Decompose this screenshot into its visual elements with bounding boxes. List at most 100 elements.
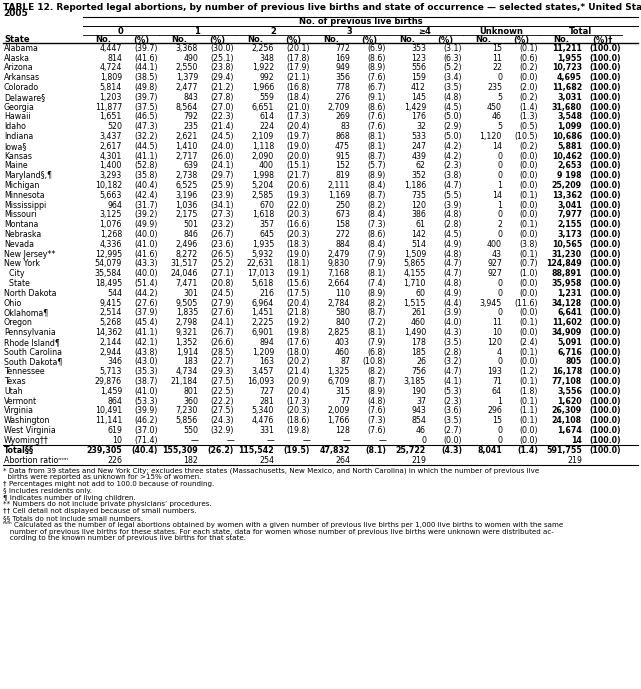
Text: (17.5): (17.5) xyxy=(287,289,310,298)
Text: (7.4): (7.4) xyxy=(367,279,386,288)
Text: †† Cell detail not displayed because of small numbers.: †† Cell detail not displayed because of … xyxy=(3,508,197,514)
Text: Colorado: Colorado xyxy=(4,83,39,92)
Text: (100.0): (100.0) xyxy=(590,181,621,190)
Text: 3,196: 3,196 xyxy=(176,191,198,200)
Text: —: — xyxy=(302,436,310,445)
Text: City: City xyxy=(4,269,24,278)
Text: 5,932: 5,932 xyxy=(252,249,274,258)
Text: (29.4): (29.4) xyxy=(211,73,234,82)
Text: 4,155: 4,155 xyxy=(404,269,426,278)
Text: 6,651: 6,651 xyxy=(252,103,274,112)
Text: (5.0): (5.0) xyxy=(444,112,462,121)
Text: 11,602: 11,602 xyxy=(552,318,582,327)
Text: 3,125: 3,125 xyxy=(99,210,122,219)
Text: 550: 550 xyxy=(183,426,198,435)
Text: 840: 840 xyxy=(335,318,350,327)
Text: (46.5): (46.5) xyxy=(135,112,158,121)
Text: 2,617: 2,617 xyxy=(99,142,122,151)
Text: (1.2): (1.2) xyxy=(519,367,538,376)
Text: Alabama: Alabama xyxy=(4,44,39,53)
Text: (35.8): (35.8) xyxy=(135,171,158,181)
Text: (4.3): (4.3) xyxy=(441,446,462,455)
Text: 5,204: 5,204 xyxy=(252,181,274,190)
Text: (9.1): (9.1) xyxy=(368,93,386,102)
Text: (3.8): (3.8) xyxy=(444,171,462,181)
Text: 0: 0 xyxy=(497,161,502,170)
Text: 2: 2 xyxy=(270,26,276,36)
Text: (20.3): (20.3) xyxy=(287,230,310,239)
Text: Pennsylvania: Pennsylvania xyxy=(4,328,56,337)
Text: 2,109: 2,109 xyxy=(252,132,274,141)
Text: 1,325: 1,325 xyxy=(328,367,350,376)
Text: 155,309: 155,309 xyxy=(162,446,198,455)
Text: 475: 475 xyxy=(335,142,350,151)
Text: (18.6): (18.6) xyxy=(287,416,310,425)
Text: (8.7): (8.7) xyxy=(368,191,386,200)
Text: (8.6): (8.6) xyxy=(368,230,386,239)
Text: cording to the known number of previous live births for that state.: cording to the known number of previous … xyxy=(3,535,246,542)
Text: (7.9): (7.9) xyxy=(368,249,386,258)
Text: (3.5): (3.5) xyxy=(444,416,462,425)
Text: 10,723: 10,723 xyxy=(552,63,582,72)
Text: (1.8): (1.8) xyxy=(520,387,538,395)
Text: 21,184: 21,184 xyxy=(171,377,198,386)
Text: (42.1): (42.1) xyxy=(135,338,158,347)
Text: 3,031: 3,031 xyxy=(557,93,582,102)
Text: 1,955: 1,955 xyxy=(557,54,582,63)
Text: (7.2): (7.2) xyxy=(367,318,386,327)
Text: (19.5): (19.5) xyxy=(283,446,310,455)
Text: 9 198: 9 198 xyxy=(558,171,582,181)
Text: (100.0): (100.0) xyxy=(590,200,621,209)
Text: 1,186: 1,186 xyxy=(404,181,426,190)
Text: 269: 269 xyxy=(335,112,350,121)
Text: 226: 226 xyxy=(107,456,122,465)
Text: 87: 87 xyxy=(340,358,350,367)
Text: 31,230: 31,230 xyxy=(552,249,582,258)
Text: Total: Total xyxy=(569,26,592,36)
Text: 5,713: 5,713 xyxy=(99,367,122,376)
Text: (17.3): (17.3) xyxy=(287,112,310,121)
Text: 2,784: 2,784 xyxy=(328,298,350,307)
Text: (6.8): (6.8) xyxy=(368,347,386,357)
Text: (5.5): (5.5) xyxy=(444,191,462,200)
Text: (0.1): (0.1) xyxy=(519,377,538,386)
Text: (5.2): (5.2) xyxy=(444,63,462,72)
Text: 31,680: 31,680 xyxy=(552,103,582,112)
Text: (10.8): (10.8) xyxy=(363,358,386,367)
Text: (20.4): (20.4) xyxy=(287,298,310,307)
Text: 9,830: 9,830 xyxy=(328,259,350,269)
Text: 13,362: 13,362 xyxy=(552,191,582,200)
Text: (27.6): (27.6) xyxy=(210,309,234,318)
Text: (35.3): (35.3) xyxy=(135,367,158,376)
Text: 10,182: 10,182 xyxy=(95,181,122,190)
Text: —: — xyxy=(378,436,386,445)
Text: 490: 490 xyxy=(183,54,198,63)
Text: Abortion ratioᵐᵐ: Abortion ratioᵐᵐ xyxy=(4,456,68,465)
Text: (42.4): (42.4) xyxy=(135,191,158,200)
Text: 819: 819 xyxy=(335,171,350,181)
Text: No.: No. xyxy=(323,36,339,45)
Text: 1,809: 1,809 xyxy=(100,73,122,82)
Text: 400: 400 xyxy=(487,240,502,249)
Text: (7.6): (7.6) xyxy=(367,112,386,121)
Text: Utah: Utah xyxy=(4,387,22,395)
Text: 1: 1 xyxy=(497,200,502,209)
Text: (2.7): (2.7) xyxy=(444,426,462,435)
Text: (71.4): (71.4) xyxy=(135,436,158,445)
Text: 1,509: 1,509 xyxy=(404,249,426,258)
Text: (40.4): (40.4) xyxy=(135,181,158,190)
Text: 0: 0 xyxy=(497,230,502,239)
Text: 2,717: 2,717 xyxy=(176,152,198,161)
Text: (22.7): (22.7) xyxy=(210,358,234,367)
Text: 32: 32 xyxy=(416,122,426,131)
Text: 348: 348 xyxy=(259,54,274,63)
Text: 1,459: 1,459 xyxy=(100,387,122,395)
Text: 239,305: 239,305 xyxy=(87,446,122,455)
Text: (2.4): (2.4) xyxy=(519,338,538,347)
Text: (4.7): (4.7) xyxy=(444,367,462,376)
Text: 26: 26 xyxy=(416,358,426,367)
Text: (41.6): (41.6) xyxy=(135,54,158,63)
Text: 1,118: 1,118 xyxy=(252,142,274,151)
Text: (100.0): (100.0) xyxy=(590,240,621,249)
Text: (100.0): (100.0) xyxy=(590,269,621,278)
